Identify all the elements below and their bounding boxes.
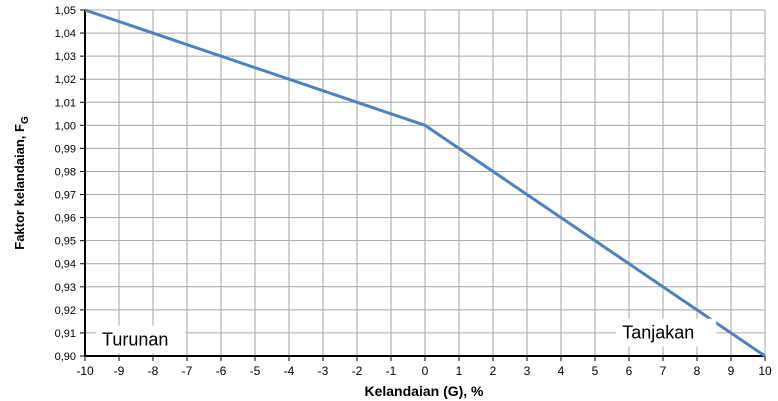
- x-tick-label: 10: [758, 364, 772, 378]
- x-tick-label: 8: [694, 364, 701, 378]
- tick-labels: -10 -9 -8 -7 -6 -5 -4 -3 -2 -1 0 1 2 3 4 5 6 7 8 9 100,900,9…: [55, 5, 772, 378]
- y-tick-label: 0,90: [55, 351, 76, 363]
- x-tick-label: 5: [592, 364, 599, 378]
- y-tick-label: 0,92: [55, 305, 76, 317]
- annotation-turunan: Turunan: [102, 330, 168, 350]
- y-tick-label: 0,94: [55, 259, 76, 271]
- x-tick-label: -3: [318, 364, 329, 378]
- y-tick-label: 1,02: [55, 74, 76, 86]
- x-axis-label: Kelandaian (G), %: [364, 383, 484, 399]
- y-tick-label: 0,97: [55, 190, 76, 202]
- y-tick-label: 1,04: [55, 28, 76, 40]
- x-tick-label: -6: [216, 364, 227, 378]
- y-tick-label: 0,98: [55, 166, 76, 178]
- y-axis-label-main: Faktor kelandaian, F: [12, 124, 27, 250]
- annotation-tanjakan: Tanjakan: [622, 323, 694, 343]
- x-tick-label: -9: [114, 364, 125, 378]
- y-tick-label: 0,91: [55, 328, 76, 340]
- axes: [80, 9, 766, 361]
- y-tick-label: 0,96: [55, 213, 76, 225]
- annotation-tanjakan-bg: [616, 318, 717, 347]
- series-layer: [84, 8, 766, 358]
- x-tick-label: -4: [284, 364, 295, 378]
- x-tick-label: 7: [660, 364, 667, 378]
- x-tick-label: 2: [490, 364, 497, 378]
- x-tick-label: -2: [352, 364, 363, 378]
- x-tick-label: -1: [386, 364, 397, 378]
- x-tick-label: 0: [422, 364, 429, 378]
- x-tick-label: 9: [728, 364, 735, 378]
- x-tick-label: -8: [148, 364, 159, 378]
- y-axis-label: Faktor kelandaian, FG: [12, 116, 31, 250]
- grid: [84, 9, 766, 357]
- y-tick-label: 1,03: [55, 51, 76, 63]
- x-tick-label: 1: [456, 364, 463, 378]
- x-tick-label: 4: [558, 364, 565, 378]
- y-tick-label: 1,00: [55, 120, 76, 132]
- x-tick-label: -7: [182, 364, 193, 378]
- x-tick-label: -5: [250, 364, 261, 378]
- y-tick-label: 1,01: [55, 97, 76, 109]
- x-tick-label: 3: [524, 364, 531, 378]
- y-tick-label: 0,93: [55, 282, 76, 294]
- y-axis-label-sub: G: [20, 116, 31, 124]
- annotation-turunan-bg: [96, 325, 186, 354]
- x-tick-label: -10: [76, 364, 94, 378]
- y-tick-label: 1,05: [55, 5, 76, 17]
- y-tick-label: 0,95: [55, 236, 76, 248]
- x-tick-label: 6: [626, 364, 633, 378]
- annotations: Turunan Tanjakan: [96, 318, 717, 354]
- series-line: [84, 8, 766, 358]
- y-tick-label: 0,99: [55, 143, 76, 155]
